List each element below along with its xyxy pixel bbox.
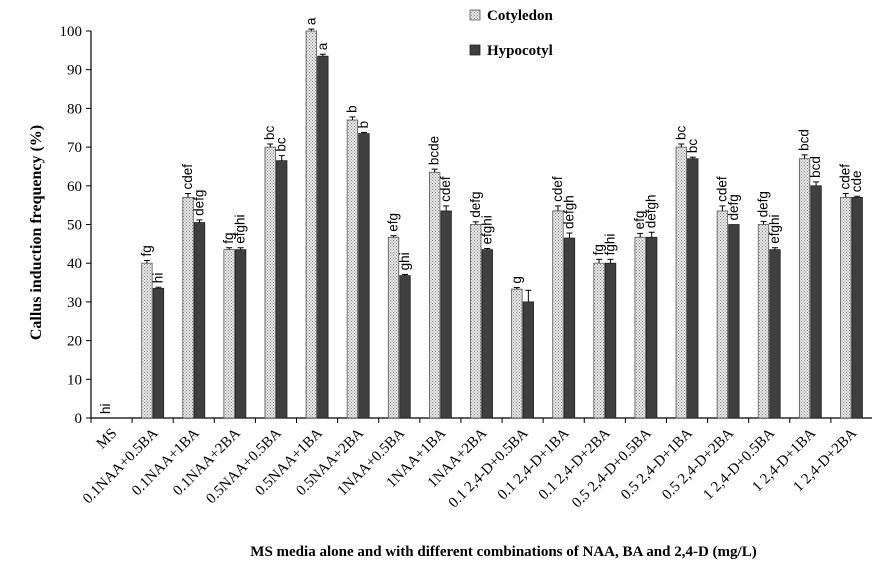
- y-tick-label: 60: [67, 179, 82, 195]
- bar-hypocotyl: [358, 133, 370, 419]
- data-label-hypocotyl: hi: [150, 273, 165, 284]
- data-label-hypocotyl: bc: [274, 137, 289, 152]
- data-label-hypocotyl: b: [356, 121, 371, 129]
- legend-swatch-hypocotyl: [469, 44, 481, 56]
- data-label-cotyledon: bcde: [427, 136, 442, 165]
- bar-hypocotyl: [399, 275, 411, 419]
- data-label-hypocotyl: ghi: [397, 252, 412, 270]
- x-tick-label: 0.5 2,4-D+2BA: [659, 425, 737, 503]
- data-label-cotyledon: fg: [221, 232, 236, 243]
- data-label-cotyledon: cdef: [180, 164, 195, 190]
- data-label-cotyledon: hi: [98, 403, 113, 414]
- legend-label-hypocotyl: Hypocotyl: [487, 43, 553, 59]
- bar-cotyledon: [346, 119, 359, 419]
- data-label-hypocotyl: cdef: [438, 176, 453, 202]
- data-label-cotyledon: efg: [386, 213, 401, 232]
- bar-hypocotyl: [481, 249, 493, 419]
- data-label-cotyledon: a: [303, 17, 318, 25]
- x-tick-label: 1 2,4-D+0.5BA: [700, 425, 778, 503]
- bar-hypocotyl: [604, 262, 617, 419]
- y-tick-label: 20: [67, 334, 82, 350]
- bar-cotyledon: [798, 158, 811, 419]
- data-label-cotyledon: defg: [755, 191, 770, 217]
- bar-hypocotyl: [563, 237, 576, 419]
- y-tick-label: 0: [75, 411, 83, 427]
- x-tick-label: 0.1 2,4-D+1BA: [495, 425, 573, 503]
- y-axis-title: Callus induction frequency (%): [28, 125, 45, 340]
- data-label-cotyledon: g: [509, 276, 524, 284]
- data-label-cotyledon: bcd: [797, 129, 812, 151]
- bar-hypocotyl: [193, 222, 206, 419]
- bar-cotyledon: [593, 262, 605, 419]
- bar-hypocotyl: [851, 197, 863, 419]
- data-label-cotyledon: bc: [673, 125, 688, 140]
- data-label-hypocotyl: cde: [849, 170, 864, 192]
- bar-cotyledon: [182, 197, 194, 419]
- bar-cotyledon: [305, 30, 317, 419]
- data-label-hypocotyl: efghi: [767, 214, 782, 243]
- data-label-cotyledon: cdef: [838, 164, 853, 190]
- legend-swatch-cotyledon: [469, 9, 481, 21]
- y-tick-label: 70: [67, 140, 82, 156]
- data-label-cotyledon: efg: [632, 211, 647, 230]
- bar-hypocotyl: [234, 249, 247, 419]
- data-label-hypocotyl: a: [315, 42, 330, 50]
- bar-hypocotyl: [276, 160, 288, 419]
- data-label-hypocotyl: efghi: [479, 215, 494, 244]
- y-tick-label: 30: [67, 295, 82, 311]
- data-label-hypocotyl: defg: [192, 190, 207, 216]
- legend-label-cotyledon: Cotyledon: [487, 8, 553, 24]
- data-label-cotyledon: cdef: [714, 176, 729, 202]
- bar-cotyledon: [757, 224, 770, 419]
- y-tick-label: 50: [67, 218, 82, 234]
- bar-hypocotyl: [687, 158, 699, 419]
- bar-hypocotyl: [728, 224, 740, 419]
- data-label-hypocotyl: fghi: [603, 234, 618, 256]
- y-tick-label: 80: [67, 101, 82, 117]
- bar-cotyledon: [511, 288, 523, 419]
- bar-cotyledon: [634, 236, 646, 419]
- bar-cotyledon: [428, 171, 441, 419]
- data-label-hypocotyl: defgh: [644, 194, 659, 228]
- bar-hypocotyl: [440, 210, 452, 419]
- data-label-hypocotyl: bc: [685, 139, 700, 154]
- data-label-cotyledon: cdef: [550, 176, 565, 202]
- bar-hypocotyl: [317, 55, 329, 419]
- x-axis-title: MS media alone and with different combin…: [250, 544, 756, 560]
- bar-cotyledon: [141, 262, 153, 419]
- bar-hypocotyl: [646, 236, 658, 419]
- bar-cotyledon: [840, 197, 852, 419]
- x-tick-label: 0.5 2,4-D+1BA: [618, 425, 696, 503]
- bar-cotyledon: [470, 224, 482, 419]
- bar-cotyledon: [552, 210, 564, 419]
- y-tick-label: 100: [60, 24, 83, 40]
- bar-cotyledon: [223, 249, 235, 419]
- data-label-hypocotyl: bcd: [808, 156, 823, 178]
- data-label-hypocotyl: defgh: [561, 195, 576, 229]
- x-tick-label: MS: [94, 426, 121, 453]
- bar-cotyledon: [675, 146, 687, 419]
- y-tick-label: 40: [67, 256, 82, 272]
- data-label-cotyledon: fg: [591, 244, 606, 255]
- data-label-hypocotyl: efghi: [233, 214, 248, 243]
- y-tick-label: 10: [67, 372, 82, 388]
- data-label-cotyledon: defg: [468, 192, 483, 218]
- bar-hypocotyl: [810, 185, 822, 419]
- y-tick-label: 90: [67, 63, 82, 79]
- bar-hypocotyl: [769, 249, 781, 419]
- bar-cotyledon: [264, 146, 276, 419]
- x-tick-label: 0.1 2,4-D+2BA: [536, 425, 614, 503]
- data-label-cotyledon: b: [344, 105, 359, 113]
- data-label-cotyledon: bc: [262, 125, 277, 140]
- bar-hypocotyl: [522, 301, 535, 419]
- bar-hypocotyl: [152, 287, 165, 419]
- data-label-hypocotyl: defg: [726, 194, 741, 220]
- bar-cotyledon: [716, 210, 729, 419]
- data-label-cotyledon: fg: [139, 245, 154, 256]
